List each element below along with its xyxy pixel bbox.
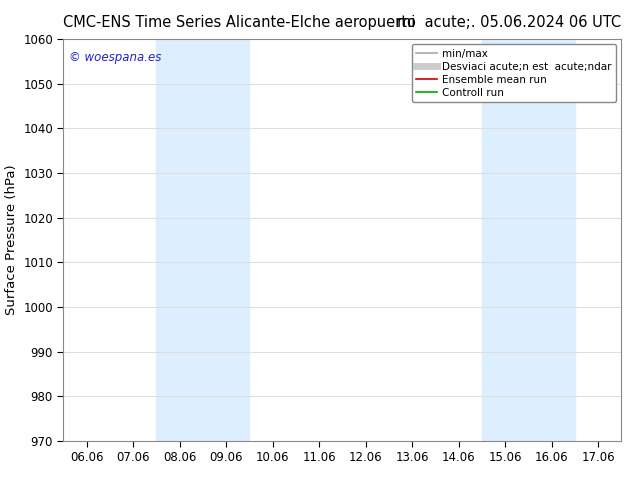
Bar (157, 39, 249, 441)
Text: mi  acute;. 05.06.2024 06 UTC: mi acute;. 05.06.2024 06 UTC (397, 15, 621, 30)
Y-axis label: Surface Pressure (hPa): Surface Pressure (hPa) (4, 165, 18, 316)
Bar (482, 39, 575, 441)
Text: © woespana.es: © woespana.es (69, 51, 162, 64)
Text: CMC-ENS Time Series Alicante-Elche aeropuerto: CMC-ENS Time Series Alicante-Elche aerop… (63, 15, 417, 30)
Legend: min/max, Desviaci acute;n est  acute;ndar, Ensemble mean run, Controll run: min/max, Desviaci acute;n est acute;ndar… (412, 45, 616, 102)
